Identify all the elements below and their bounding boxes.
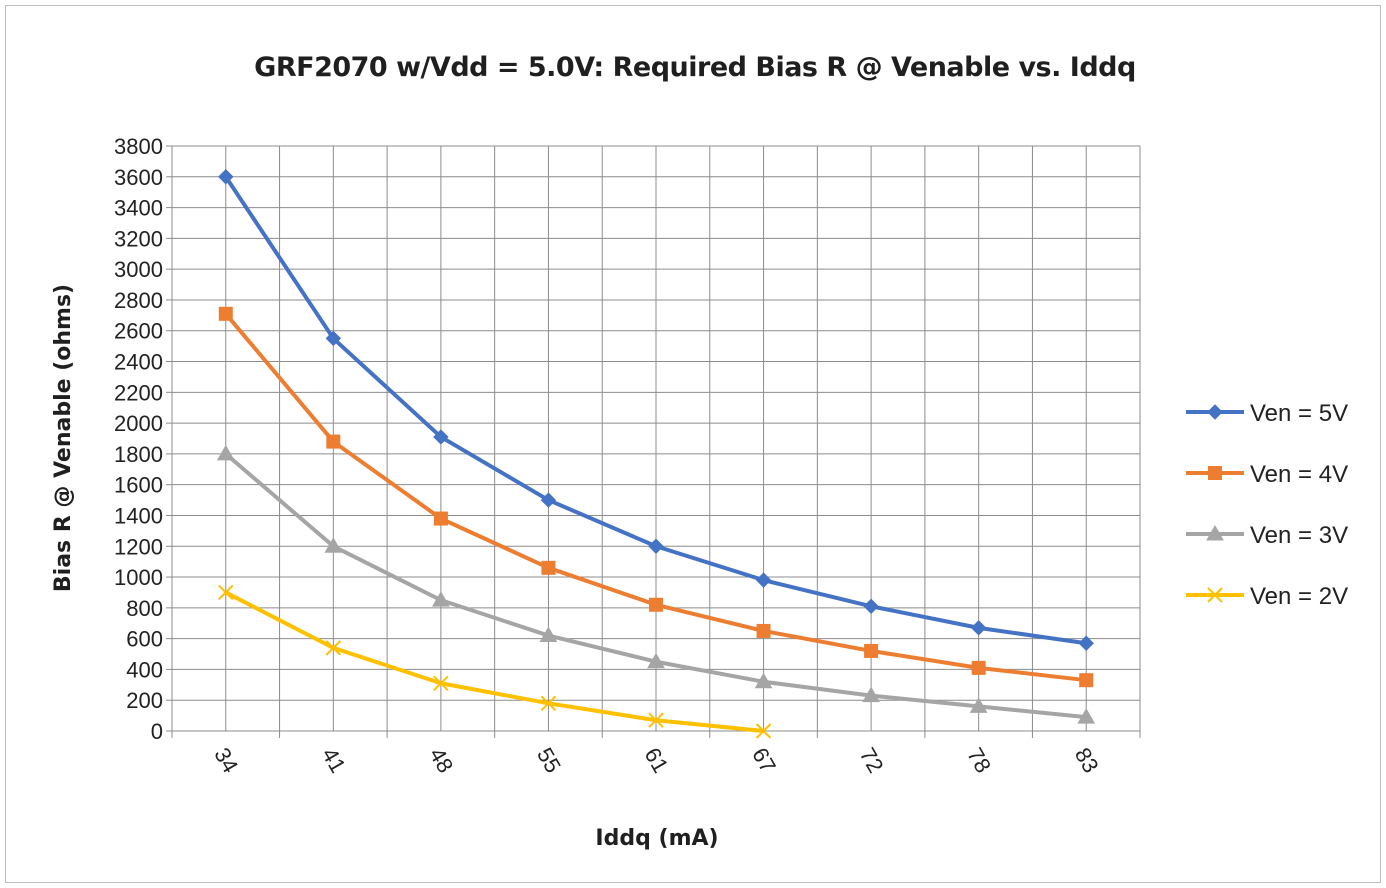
legend-entry: Ven = 5V <box>1186 400 1348 427</box>
data-point <box>756 623 771 638</box>
data-point <box>648 712 664 728</box>
series-line <box>223 590 766 733</box>
data-point <box>863 598 879 615</box>
data-point <box>754 672 773 689</box>
y-tick-label: 0 <box>151 719 163 744</box>
data-point <box>755 723 772 739</box>
series-3 <box>216 444 1096 724</box>
legend-marker <box>1207 404 1223 420</box>
series-4 <box>218 584 772 739</box>
y-tick-label: 1800 <box>114 442 163 467</box>
y-tick-label: 2000 <box>114 411 163 436</box>
x-tick-label: 61 <box>640 743 674 777</box>
legend-marker <box>1206 524 1224 541</box>
legend-marker <box>1207 587 1223 603</box>
y-tick-label: 600 <box>126 627 163 652</box>
legend-label: Ven = 2V <box>1250 583 1348 610</box>
y-tick-label: 400 <box>126 657 163 682</box>
axes: 0 200 400 600 800 1000 1200 1400 1600 1800 2000 220… <box>114 134 1141 777</box>
legend-label: Ven = 3V <box>1250 522 1348 549</box>
series-2 <box>218 306 1094 688</box>
data-point <box>970 620 987 636</box>
y-tick-label: 2400 <box>114 350 163 375</box>
x-tick-label: 67 <box>747 743 781 777</box>
legend: Ven = 5V Ven = 4V Ven = 3V Ven = 2V <box>1186 400 1348 610</box>
data-point <box>541 560 556 575</box>
y-axis-title: Bias R @ Venable (ohms) <box>51 284 76 592</box>
x-tick-label: 83 <box>1070 743 1104 777</box>
y-tick-label: 3600 <box>114 165 163 190</box>
data-point <box>218 169 234 185</box>
x-tick-label: 34 <box>209 743 243 777</box>
y-tick-label: 1400 <box>114 503 163 528</box>
y-tick-label: 1000 <box>114 565 163 590</box>
legend-entry: Ven = 4V <box>1186 461 1348 488</box>
y-tick-label: 200 <box>126 688 163 713</box>
data-point <box>1078 635 1094 651</box>
data-point <box>969 697 988 713</box>
legend-entry: Ven = 2V <box>1186 583 1348 610</box>
x-axis-title: Iddq (mA) <box>595 826 718 851</box>
data-point <box>432 591 450 607</box>
data-point <box>325 330 342 347</box>
data-point <box>755 572 772 588</box>
data-point <box>539 626 558 643</box>
data-series <box>216 169 1096 739</box>
data-point <box>325 640 342 656</box>
data-point <box>862 686 880 703</box>
y-tick-label: 2200 <box>114 380 163 405</box>
legend-marker <box>1208 466 1222 480</box>
x-tick-label: 78 <box>962 743 996 777</box>
y-tick-label: 3800 <box>114 134 163 159</box>
data-point <box>326 434 341 449</box>
data-point <box>433 511 448 526</box>
series-1 <box>218 169 1094 651</box>
x-tick-label: 41 <box>317 743 351 777</box>
data-point <box>540 695 557 711</box>
data-point <box>649 597 663 612</box>
x-tick-label: 55 <box>532 743 566 777</box>
data-point <box>218 306 233 321</box>
legend-entry: Ven = 3V <box>1186 522 1348 549</box>
y-tick-label: 3400 <box>114 196 163 221</box>
data-point <box>971 660 986 675</box>
data-point <box>324 537 343 553</box>
y-tick-label: 2800 <box>114 288 163 313</box>
data-point <box>1079 673 1094 688</box>
chart-frame <box>5 5 1381 883</box>
y-tick-label: 1600 <box>114 473 163 498</box>
data-point <box>647 652 665 669</box>
chart-title: GRF2070 w/Vdd = 5.0V: Required Bias R @ … <box>254 52 1136 83</box>
data-point <box>433 429 449 445</box>
data-point <box>1077 708 1096 724</box>
legend-label: Ven = 4V <box>1250 461 1348 488</box>
x-tick-label: 72 <box>855 743 889 777</box>
data-point <box>648 538 664 554</box>
data-point <box>216 444 235 461</box>
y-tick-label: 3000 <box>114 257 163 282</box>
data-point <box>433 675 449 691</box>
grid-lines <box>172 145 1141 731</box>
y-tick-label: 2600 <box>114 319 163 344</box>
x-tick-label: 48 <box>424 743 458 777</box>
data-point <box>218 584 234 601</box>
y-tick-label: 800 <box>126 596 163 621</box>
data-point <box>540 492 557 508</box>
legend-label: Ven = 5V <box>1250 400 1348 427</box>
y-tick-label: 1200 <box>114 534 163 559</box>
y-tick-label: 3200 <box>114 226 163 251</box>
data-point <box>864 643 879 658</box>
